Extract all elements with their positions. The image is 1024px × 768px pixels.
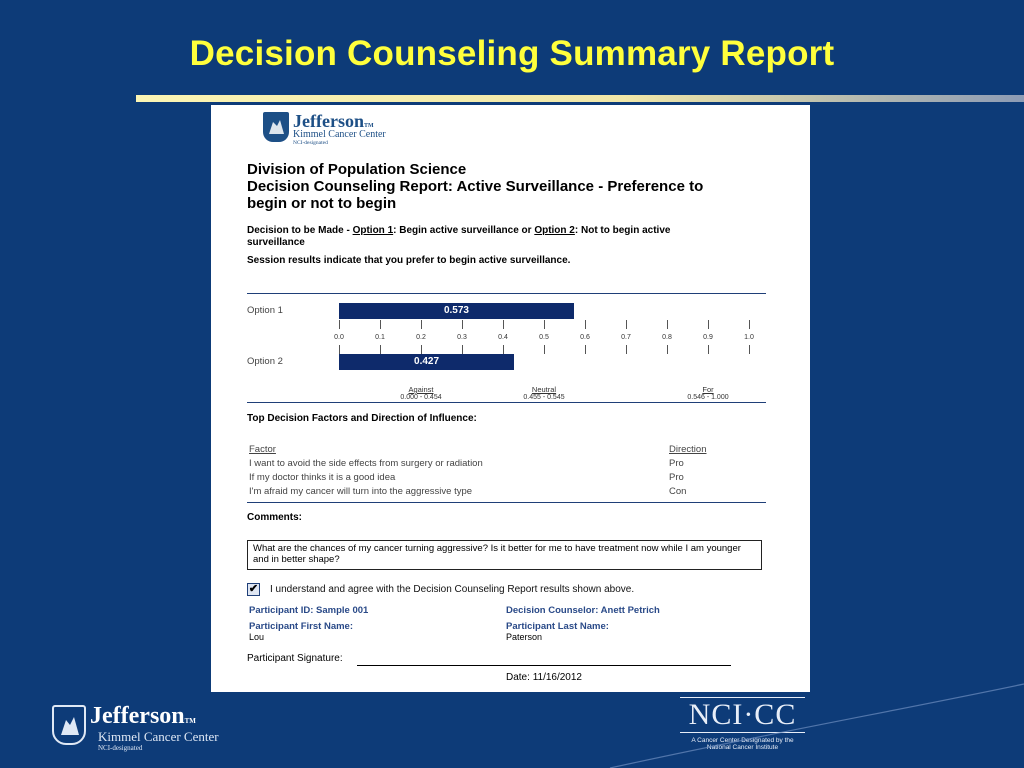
option2-bar: 0.427 xyxy=(339,354,515,370)
tick-label: 0.0 xyxy=(334,334,344,341)
zone-range: 0.000 - 0.454 xyxy=(400,394,442,401)
report-date: Date: 11/16/2012 xyxy=(506,672,582,683)
decision-line: Decision to be Made - Option 1: Begin ac… xyxy=(247,225,671,236)
title-divider xyxy=(136,95,1024,102)
comments-heading: Comments: xyxy=(247,512,303,523)
direction-cell: Pro xyxy=(669,472,684,483)
axis-tick xyxy=(585,345,586,354)
axis-tick xyxy=(544,320,545,329)
axis-tick xyxy=(421,320,422,329)
direction-cell: Pro xyxy=(669,458,684,469)
zone-label: Neutral xyxy=(531,385,557,394)
tick-label: 0.1 xyxy=(375,334,385,341)
axis-tick xyxy=(462,320,463,329)
chart-bottom-rule xyxy=(247,402,766,403)
axis-tick xyxy=(708,320,709,329)
axis-tick xyxy=(585,320,586,329)
tick-label: 0.4 xyxy=(498,334,508,341)
footer-logo-line1: Kimmel Cancer Center xyxy=(98,729,219,744)
axis-tick xyxy=(380,320,381,329)
factors-heading: Top Decision Factors and Direction of In… xyxy=(247,413,477,424)
factor-column-header: Factor xyxy=(249,444,276,455)
signature-label: Participant Signature: xyxy=(247,653,343,664)
axis-tick xyxy=(626,345,627,354)
jefferson-shield-icon xyxy=(263,112,289,142)
axis-tick xyxy=(626,320,627,329)
axis-tick xyxy=(421,345,422,354)
report-title-line1: Decision Counseling Report: Active Surve… xyxy=(247,178,704,195)
option1-label: Option 1 xyxy=(247,305,283,316)
factor-row: I want to avoid the side effects from su… xyxy=(249,458,483,469)
tick-label: 0.7 xyxy=(621,334,631,341)
axis-tick xyxy=(380,345,381,354)
footer-logo-line2: NCI-designated xyxy=(98,744,143,752)
report-title-line2: begin or not to begin xyxy=(247,195,397,212)
comments-box[interactable]: What are the chances of my cancer turnin… xyxy=(247,540,762,570)
axis-tick xyxy=(667,320,668,329)
signature-line[interactable] xyxy=(357,665,731,666)
first-name-value: Lou xyxy=(249,632,265,642)
agree-text: I understand and agree with the Decision… xyxy=(270,584,635,595)
axis-tick xyxy=(667,345,668,354)
factors-bottom-rule xyxy=(247,502,766,503)
division-heading: Division of Population Science xyxy=(247,161,467,178)
axis-tick xyxy=(462,345,463,354)
tick-label: 0.5 xyxy=(539,334,549,341)
last-name-label: Participant Last Name: xyxy=(506,621,609,632)
zone-label: Against xyxy=(408,385,434,394)
logo-line2: NCI-designated xyxy=(293,140,328,146)
direction-cell: Con xyxy=(669,486,687,497)
axis-tick xyxy=(544,345,545,354)
session-result: Session results indicate that you prefer… xyxy=(247,255,571,266)
tick-label: 1.0 xyxy=(744,334,754,341)
direction-column-header: Direction xyxy=(669,444,707,455)
chart-top-rule xyxy=(247,293,766,294)
report-document: JeffersonTM Kimmel Cancer Center NCI-des… xyxy=(211,105,810,692)
axis-tick xyxy=(749,320,750,329)
zone-label: For xyxy=(702,385,714,394)
axis-tick xyxy=(339,320,340,329)
tick-label: 0.2 xyxy=(416,334,426,341)
decision-counselor: Decision Counselor: Anett Petrich xyxy=(506,605,660,616)
tick-label: 0.9 xyxy=(703,334,713,341)
jefferson-shield-icon xyxy=(52,705,86,745)
factor-row: If my doctor thinks it is a good idea xyxy=(249,472,396,483)
first-name-label: Participant First Name: xyxy=(249,621,353,632)
option1-bar: 0.573 xyxy=(339,303,574,319)
factor-row: I'm afraid my cancer will turn into the … xyxy=(249,486,473,497)
tick-label: 0.3 xyxy=(457,334,467,341)
footer-jefferson-logo: JeffersonTM Kimmel Cancer Center NCI-des… xyxy=(52,703,252,755)
logo-line1: Kimmel Cancer Center xyxy=(293,129,386,140)
participant-id: Participant ID: Sample 001 xyxy=(249,605,369,616)
last-name-value: Paterson xyxy=(506,632,543,642)
axis-tick xyxy=(503,320,504,329)
decision-line2: surveillance xyxy=(247,237,305,248)
logo-name: JeffersonTM xyxy=(293,111,374,131)
checkmark-icon: ✔ xyxy=(248,583,259,595)
axis-tick xyxy=(708,345,709,354)
option2-label: Option 2 xyxy=(247,356,283,367)
zone-range: 0.455 - 0.545 xyxy=(523,394,565,401)
axis-tick xyxy=(339,345,340,354)
slide-title: Decision Counseling Summary Report xyxy=(189,34,835,73)
ncicc-mark: NCI·CC xyxy=(680,697,805,733)
axis-tick xyxy=(503,345,504,354)
footer-logo-name: Jefferson xyxy=(90,703,185,729)
ncicc-caption2: National Cancer Institute xyxy=(706,744,779,751)
tick-label: 0.6 xyxy=(580,334,590,341)
axis-tick xyxy=(749,345,750,354)
tick-label: 0.8 xyxy=(662,334,672,341)
agree-checkbox[interactable]: ✔ xyxy=(247,583,260,596)
zone-range: 0.546 - 1.000 xyxy=(687,394,729,401)
footer-logo-tm: TM xyxy=(184,717,196,725)
